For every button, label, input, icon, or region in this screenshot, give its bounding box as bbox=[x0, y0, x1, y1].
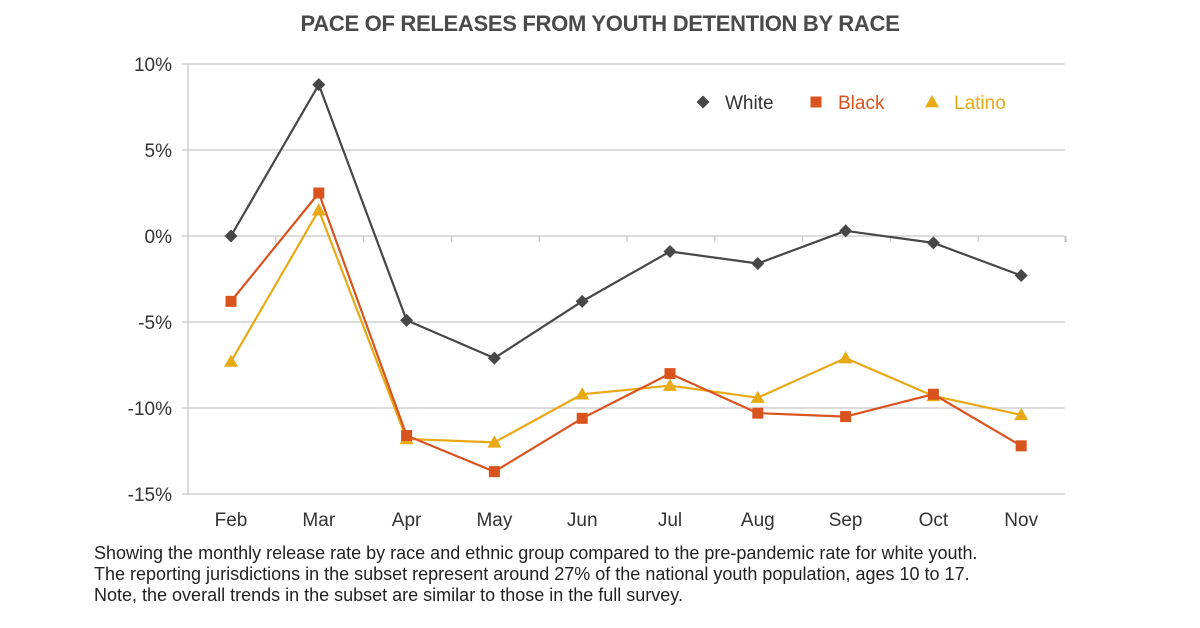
x-tick-label: Feb bbox=[215, 510, 248, 531]
line-black bbox=[230, 191, 1022, 473]
caption-line-1: Showing the monthly release rate by race… bbox=[94, 543, 978, 563]
y-tick-label: -5% bbox=[138, 313, 172, 334]
marker-white bbox=[575, 294, 589, 308]
marker-black bbox=[664, 368, 676, 380]
marker-latino bbox=[663, 378, 677, 391]
marker-black bbox=[576, 412, 588, 424]
line-white bbox=[230, 83, 1022, 360]
line-latino bbox=[230, 209, 1022, 444]
chart-caption: Showing the monthly release rate by race… bbox=[94, 543, 978, 606]
x-tick-label: Apr bbox=[392, 510, 422, 531]
x-tick-label: Jun bbox=[567, 510, 598, 531]
marker-white bbox=[839, 224, 853, 238]
series-markers bbox=[224, 78, 1029, 478]
marker-black bbox=[840, 411, 852, 423]
y-tick-label: -10% bbox=[128, 399, 172, 420]
marker-white bbox=[1014, 269, 1028, 283]
legend-marker-black bbox=[810, 96, 822, 108]
marker-latino bbox=[224, 354, 238, 367]
caption-line-2: The reporting jurisdictions in the subse… bbox=[94, 564, 970, 584]
legend-marker-latino bbox=[925, 95, 939, 108]
marker-white bbox=[224, 229, 238, 243]
marker-black bbox=[225, 295, 237, 307]
x-tick-labels: Feb Mar Apr May Jun Jul Aug Sep Oct Nov bbox=[215, 510, 1039, 531]
legend: White Black Latino bbox=[696, 93, 1006, 114]
axes bbox=[187, 64, 1067, 494]
marker-white bbox=[926, 236, 940, 250]
y-tick-label: -15% bbox=[128, 485, 172, 506]
y-tick-labels: 10% 5% 0% -5% -10% -15% bbox=[128, 55, 172, 506]
y-tick-label: 5% bbox=[145, 141, 173, 162]
marker-white bbox=[663, 244, 677, 258]
x-tick-label: Jul bbox=[658, 510, 682, 531]
marker-white bbox=[312, 78, 326, 92]
series-lines bbox=[230, 83, 1022, 473]
legend-label-white: White bbox=[725, 93, 774, 114]
caption-line-3: Note, the overall trends in the subset a… bbox=[94, 585, 683, 605]
marker-latino bbox=[1014, 407, 1029, 421]
x-tick-label: Oct bbox=[919, 510, 949, 531]
marker-white bbox=[487, 351, 501, 365]
marker-latino bbox=[838, 351, 853, 364]
legend-label-latino: Latino bbox=[954, 93, 1006, 114]
legend-label-black: Black bbox=[838, 93, 885, 114]
x-tick-label: Sep bbox=[829, 510, 863, 531]
marker-latino bbox=[575, 387, 590, 400]
x-tick-label: Mar bbox=[302, 510, 335, 531]
chart-title: PACE OF RELEASES FROM YOUTH DETENTION BY… bbox=[300, 11, 900, 36]
legend-marker-white bbox=[696, 95, 710, 109]
marker-latino bbox=[487, 435, 502, 448]
marker-black bbox=[313, 187, 325, 199]
marker-black bbox=[401, 430, 413, 442]
marker-white bbox=[400, 313, 414, 327]
marker-black bbox=[1015, 440, 1027, 452]
marker-black bbox=[752, 407, 764, 419]
y-tick-label: 0% bbox=[145, 227, 173, 248]
marker-black bbox=[488, 466, 500, 478]
marker-white bbox=[751, 257, 765, 271]
x-tick-label: May bbox=[476, 510, 512, 531]
marker-black bbox=[927, 388, 939, 400]
y-tick-label: 10% bbox=[134, 55, 172, 76]
x-tick-label: Aug bbox=[741, 510, 775, 531]
marker-latino bbox=[311, 203, 326, 216]
x-tick-label: Nov bbox=[1004, 510, 1038, 531]
marker-latino bbox=[750, 390, 765, 403]
